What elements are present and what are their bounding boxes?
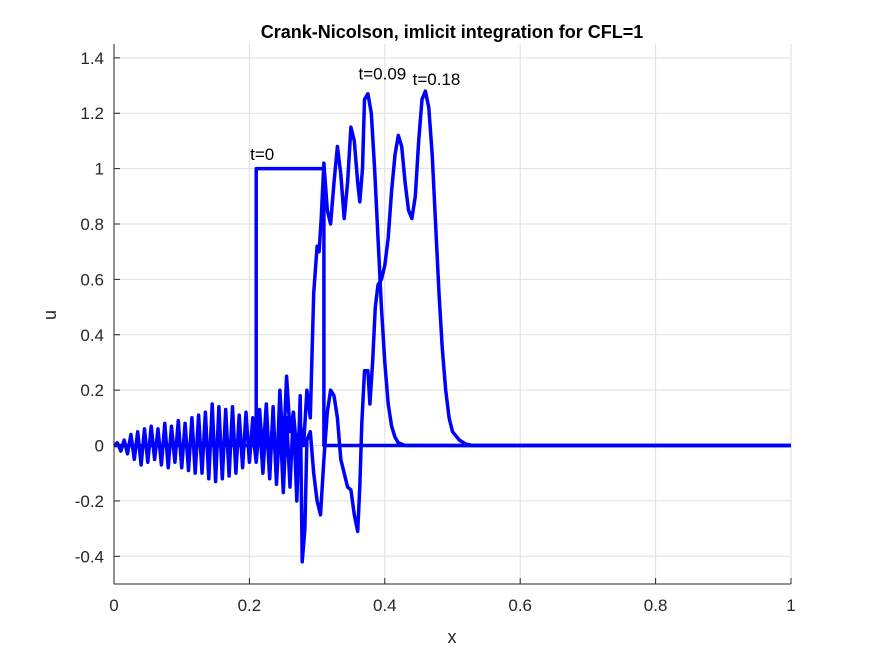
x-tick-label: 1 bbox=[786, 596, 795, 615]
y-tick-label: 0.6 bbox=[80, 270, 104, 289]
time-annotation: t=0.18 bbox=[413, 70, 461, 89]
x-tick-label: 0.2 bbox=[238, 596, 262, 615]
x-tick-label: 0 bbox=[109, 596, 118, 615]
y-tick-label: 1 bbox=[95, 160, 104, 179]
axes bbox=[113, 44, 792, 585]
y-tick-label: 0.8 bbox=[80, 215, 104, 234]
time-annotation: t=0.09 bbox=[358, 65, 406, 84]
time-annotation: t=0 bbox=[250, 145, 274, 164]
x-tick-label: 0.6 bbox=[508, 596, 532, 615]
x-tick-labels: 0 0.2 0.4 0.6 0.8 1 bbox=[109, 596, 795, 615]
y-tick-label: -0.2 bbox=[75, 492, 104, 511]
x-tick-label: 0.4 bbox=[373, 596, 397, 615]
x-tick-label: 0.8 bbox=[644, 596, 668, 615]
y-tick-label: 1.4 bbox=[80, 49, 104, 68]
y-tick-label: 0.2 bbox=[80, 381, 104, 400]
annotations: t=0 t=0.09 t=0.18 bbox=[250, 65, 460, 164]
series-layer bbox=[112, 89, 791, 564]
series-line-3 bbox=[247, 89, 791, 564]
plot-area bbox=[114, 44, 791, 584]
x-axis-label: x bbox=[448, 627, 457, 647]
y-tick-labels: -0.4 -0.2 0 0.2 0.4 0.6 0.8 1 1.2 1.4 bbox=[75, 49, 104, 566]
y-axis-label: u bbox=[40, 310, 60, 320]
y-tick-label: 0 bbox=[95, 437, 104, 456]
y-tick-label: 1.2 bbox=[80, 104, 104, 123]
y-tick-label: 0.4 bbox=[80, 326, 104, 345]
y-tick-label: -0.4 bbox=[75, 547, 104, 566]
chart-title: Crank-Nicolson, imlicit integration for … bbox=[261, 22, 644, 42]
